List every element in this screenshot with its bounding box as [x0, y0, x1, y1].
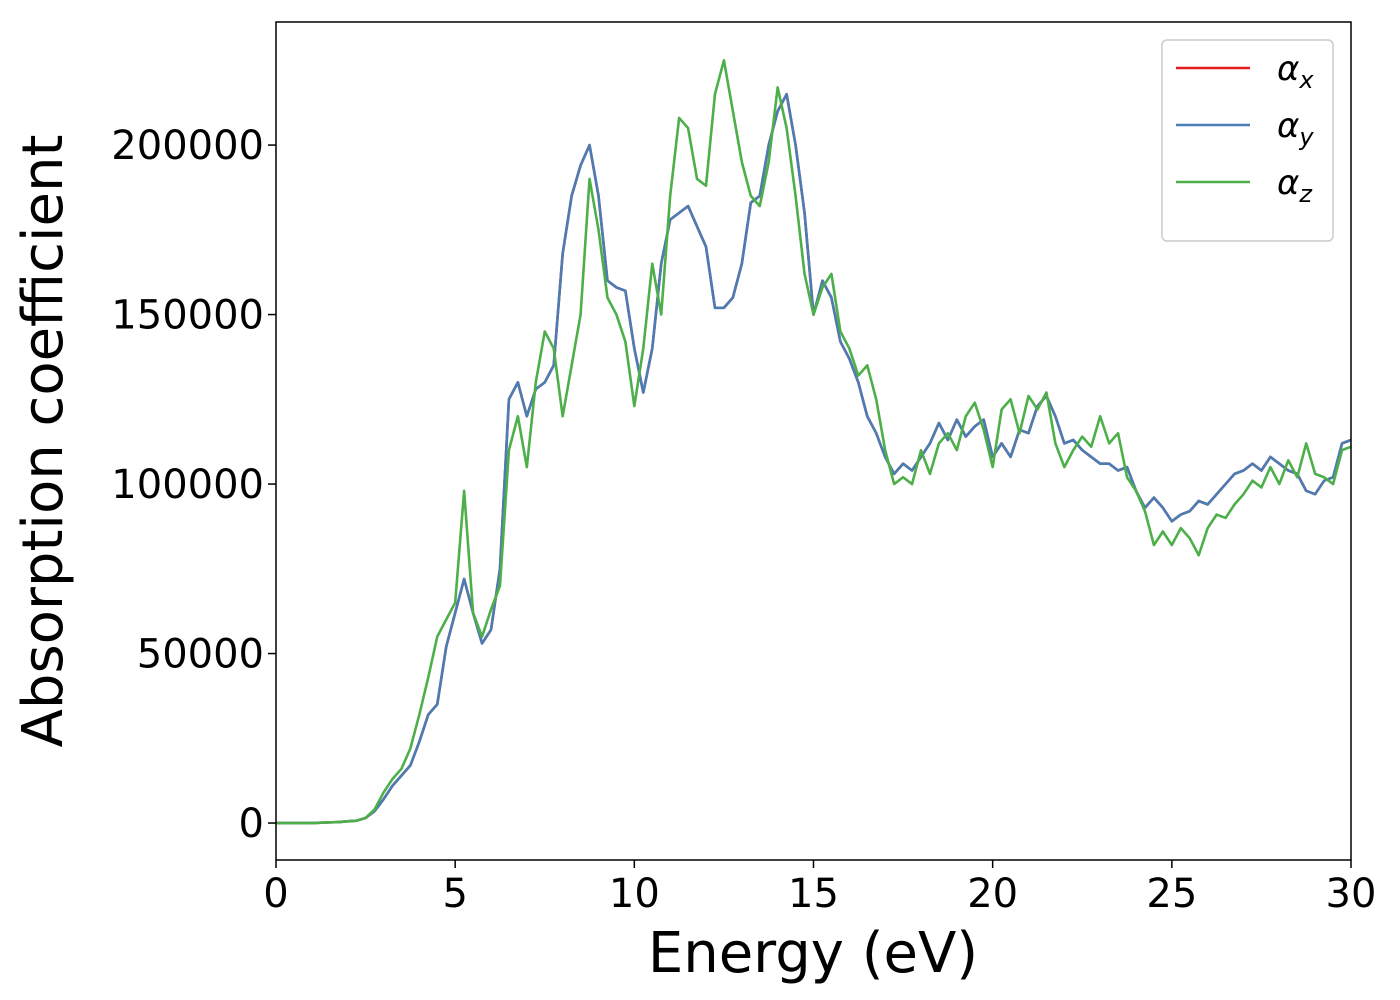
x-tick-label: 10: [609, 871, 660, 917]
y-tick-label: 0: [239, 801, 264, 847]
legend-label: αz: [1277, 163, 1313, 208]
x-axis-label: Energy (eV): [648, 921, 978, 986]
y-tick-label: 200000: [111, 123, 264, 169]
plot-lines: [276, 59, 1351, 825]
y-tick-label: 100000: [111, 462, 264, 508]
x-tick-label: 20: [967, 871, 1018, 917]
x-tick-label: 30: [1326, 871, 1377, 917]
legend-label: αx: [1277, 49, 1314, 94]
y-axis-label: Absorption coefficient: [11, 135, 76, 748]
y-tick-label: 50000: [137, 632, 264, 678]
x-tick-label: 15: [788, 871, 839, 917]
legend-label: αy: [1277, 106, 1314, 151]
plot-frame: [275, 21, 1352, 861]
y-tick-label: 150000: [111, 293, 264, 339]
legend-box: [1161, 39, 1334, 242]
x-tick-label: 0: [263, 871, 288, 917]
data-line: [276, 59, 1351, 825]
x-tick-label: 5: [442, 871, 467, 917]
x-tick-label: 25: [1146, 871, 1197, 917]
